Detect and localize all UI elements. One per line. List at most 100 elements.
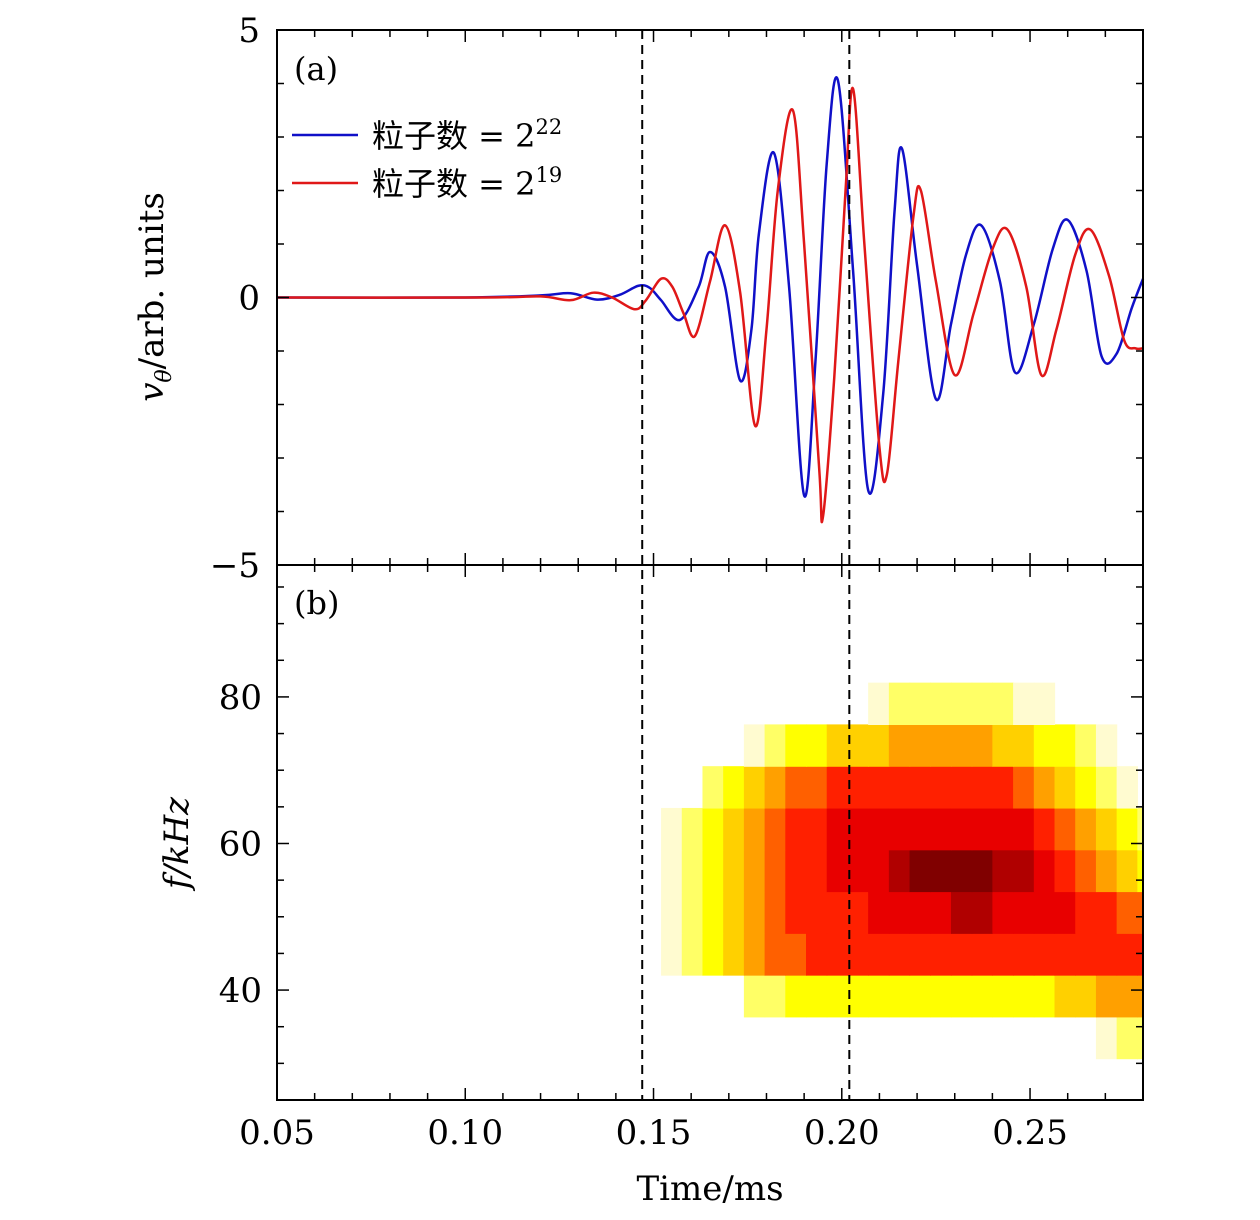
- heatmap-cell: [1013, 682, 1035, 726]
- heatmap-cell: [785, 891, 807, 934]
- heatmap-cell: [826, 891, 849, 934]
- heatmap-cell: [764, 849, 786, 893]
- heatmap-cell: [847, 933, 869, 976]
- heatmap-cell: [1137, 849, 1144, 893]
- x-tick-label: 0.15: [616, 1113, 692, 1153]
- heatmap-cell: [1054, 849, 1076, 893]
- panel-b-label: (b): [294, 584, 339, 622]
- heatmap-cell: [909, 766, 931, 809]
- heatmap-cell: [992, 807, 1014, 851]
- heatmap-cell: [1137, 933, 1144, 976]
- heatmap-cell: [785, 724, 807, 767]
- heatmap-cell: [909, 724, 931, 767]
- heatmap-cell: [888, 807, 911, 851]
- heatmap-cell: [992, 975, 1014, 1018]
- heatmap-cell: [743, 891, 766, 934]
- legend-label-series-1-base: 粒子数 = 2: [372, 117, 536, 155]
- heatmap-cell: [930, 807, 952, 851]
- heatmap-cell: [992, 849, 1014, 893]
- heatmap-cell: [868, 891, 890, 934]
- heatmap-cell: [1054, 807, 1076, 851]
- y-tick-label: 0: [238, 279, 260, 319]
- heatmap-cell: [909, 891, 931, 934]
- heatmap-cell: [909, 682, 931, 726]
- heatmap-cell: [1137, 1016, 1144, 1060]
- series-line-1: [276, 76, 1145, 498]
- heatmap-cell: [681, 933, 704, 976]
- heatmap-cell: [971, 933, 993, 976]
- dashed-marker-lines: [641, 30, 851, 1100]
- heatmap-cell: [743, 849, 766, 893]
- heatmap-cell: [971, 975, 993, 1018]
- heatmap-cell: [1054, 766, 1076, 809]
- y-tick-label: 40: [219, 971, 262, 1011]
- heatmap-cell: [971, 766, 993, 809]
- heatmap-cell: [764, 891, 786, 934]
- heatmap-cell: [723, 807, 745, 851]
- heatmap-cell: [743, 933, 766, 976]
- panel-b-ticks: 40 60 80 0.05 0.10 0.15 0.20 0.25: [219, 565, 1144, 1153]
- heatmap-cell: [785, 975, 807, 1018]
- panel-a: 50−5 (a) 粒子数 = 222 粒子数 = 219 vθ/arb. uni…: [132, 11, 1145, 586]
- panel-a-label: (a): [294, 50, 338, 88]
- heatmap-cell: [764, 766, 786, 809]
- heatmap-cell: [723, 849, 745, 893]
- heatmap-cell: [826, 807, 849, 851]
- heatmap-cell: [1054, 933, 1076, 976]
- heatmap-cell: [1013, 807, 1035, 851]
- heatmap-cell: [847, 891, 869, 934]
- heatmap-cell: [868, 933, 890, 976]
- heatmap-cell: [661, 849, 683, 893]
- heatmap-cell: [1033, 682, 1056, 726]
- heatmap-cell: [806, 766, 828, 809]
- heatmap-cell: [1013, 766, 1035, 809]
- heatmap-cell: [785, 849, 807, 893]
- heatmap-cell: [743, 807, 766, 851]
- heatmap-cell: [909, 975, 931, 1018]
- heatmap-cell: [1116, 933, 1138, 976]
- heatmap-cell: [888, 724, 911, 767]
- heatmap-cell: [661, 933, 683, 976]
- heatmap-cell: [1095, 891, 1118, 934]
- heatmap-cell: [950, 724, 973, 767]
- heatmap-cell: [764, 807, 786, 851]
- heatmap-cell: [992, 766, 1014, 809]
- y-axis-title-theta: θ: [152, 369, 177, 382]
- heatmap-cell: [1116, 807, 1138, 851]
- heatmap-cell: [1116, 766, 1138, 809]
- heatmap-cell: [992, 724, 1014, 767]
- x-tick-label: 0.25: [992, 1113, 1068, 1153]
- heatmap-cell: [868, 849, 890, 893]
- heatmap-cell: [1095, 849, 1118, 893]
- heatmap-cell: [806, 975, 828, 1018]
- y-tick-label: 80: [219, 678, 262, 718]
- heatmap-cell: [971, 807, 993, 851]
- heatmap-cell: [1095, 807, 1118, 851]
- heatmap-cell: [909, 933, 931, 976]
- heatmap-cell: [681, 891, 704, 934]
- heatmap-cell: [806, 849, 828, 893]
- x-tick-label: 0.10: [427, 1113, 503, 1153]
- heatmap-cell: [1075, 975, 1097, 1018]
- heatmap-cell: [826, 975, 849, 1018]
- legend-label-series-2: 粒子数 = 219: [372, 163, 562, 203]
- heatmap-cell: [702, 807, 724, 851]
- x-axis-title: Time/ms: [636, 1169, 783, 1209]
- heatmap-cell: [785, 766, 807, 809]
- heatmap-cell: [868, 724, 890, 767]
- heatmap-cell: [950, 933, 973, 976]
- heatmap-cell: [1137, 891, 1144, 934]
- heatmap-cell: [723, 891, 745, 934]
- heatmap-cell: [1116, 1016, 1138, 1060]
- heatmap-cell: [847, 724, 869, 767]
- series-line-2: [276, 86, 1144, 524]
- heatmap-cell: [764, 724, 786, 767]
- heatmap-cell: [1033, 724, 1056, 767]
- heatmap-cell: [1013, 849, 1035, 893]
- heatmap-cell: [1116, 975, 1138, 1018]
- heatmap-cell: [1075, 807, 1097, 851]
- panel-b-frame: [276, 564, 1144, 1101]
- heatmap-cell: [992, 933, 1014, 976]
- y-tick-label: −5: [210, 546, 260, 586]
- heatmap-cell: [930, 891, 952, 934]
